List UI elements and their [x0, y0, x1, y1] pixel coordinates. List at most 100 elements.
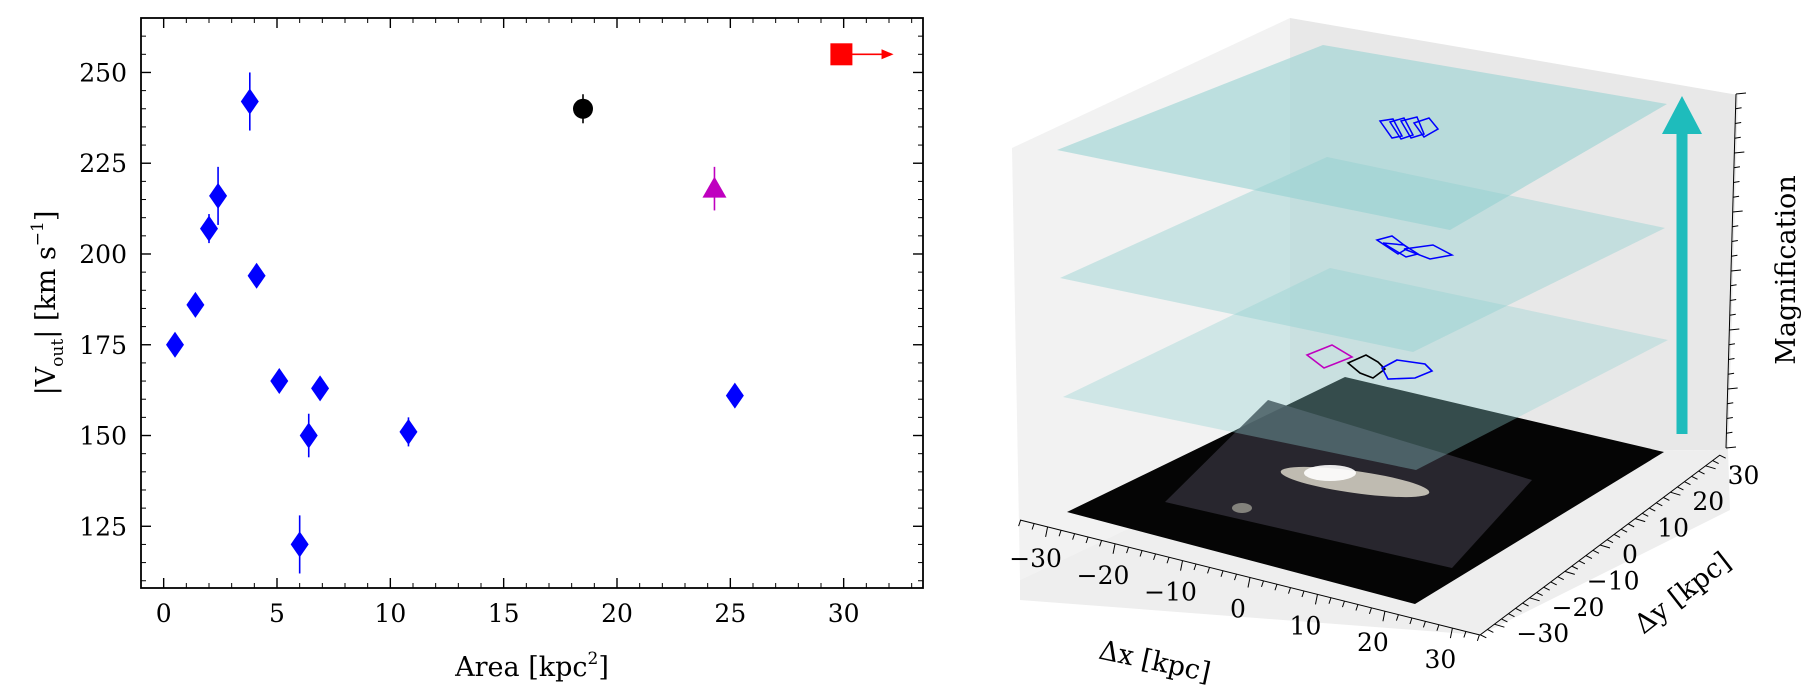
z-tick — [1733, 181, 1740, 183]
x-tick — [1476, 634, 1480, 642]
y-tick-label: −30 — [1516, 619, 1569, 648]
y-tick — [1642, 512, 1649, 517]
layer-plane-3 — [1057, 45, 1667, 230]
y-tick-label: −20 — [1552, 593, 1605, 622]
y-tick — [1684, 481, 1691, 486]
y-tick — [1613, 533, 1621, 538]
diamond-point — [209, 182, 228, 209]
y-tick — [1522, 602, 1529, 607]
x-tick — [1355, 604, 1359, 611]
contour-blue-b — [1388, 117, 1415, 140]
x-tick-label: 5 — [269, 599, 285, 628]
y-tick — [1515, 607, 1522, 612]
plot-frame — [140, 17, 924, 589]
x-tick — [1288, 587, 1291, 594]
x-tick — [1314, 594, 1318, 605]
y-tick — [1585, 555, 1593, 560]
x-tick-labels: 0 5 10 15 20 25 30 — [156, 599, 860, 628]
x-tick — [1193, 563, 1197, 571]
layer-2-contours — [1375, 235, 1455, 260]
y-tick — [1649, 507, 1656, 512]
y-tick — [1536, 592, 1543, 596]
y-tick — [1663, 497, 1670, 501]
x-tick-label: 10 — [1290, 611, 1322, 640]
y-tick — [1677, 486, 1684, 491]
z-tick — [1732, 210, 1743, 213]
x-tick — [1207, 567, 1210, 574]
y-tick — [1557, 576, 1564, 581]
z-tick — [1733, 166, 1740, 169]
y-tick — [1627, 523, 1635, 528]
x-tick-label: 30 — [828, 599, 860, 628]
x-tick — [1018, 519, 1022, 527]
x-tick-label: 20 — [1357, 628, 1389, 657]
y-tick — [1564, 570, 1575, 575]
diamond-point — [299, 422, 318, 449]
x-tick — [1234, 573, 1237, 581]
contour-blue — [1380, 359, 1434, 380]
diamond-point — [270, 368, 289, 395]
diamond-point — [725, 382, 744, 409]
x-tick — [1031, 523, 1035, 530]
z-tick — [1730, 299, 1737, 301]
x-tick — [1341, 600, 1345, 608]
x-tick-label: −20 — [1077, 561, 1130, 590]
data-points — [166, 43, 894, 574]
z-tick — [1733, 195, 1740, 198]
x-axis-ticks — [1018, 519, 1480, 642]
z-axis-label: Magnification — [1771, 175, 1802, 364]
y-tick — [1571, 565, 1579, 570]
z-tick — [1728, 372, 1735, 375]
z-tick — [1726, 417, 1733, 419]
diamond-point — [166, 331, 184, 358]
diamond-point — [399, 418, 418, 445]
z-tick — [1730, 284, 1737, 287]
diamond-point — [240, 88, 259, 115]
y-tick — [1529, 597, 1540, 602]
contour-black — [1346, 354, 1387, 379]
x-axis-label: Δx [kpc] — [1096, 635, 1213, 689]
x-tick — [1166, 557, 1170, 564]
z-tick — [1731, 254, 1738, 257]
scatter-panel: 0 5 10 15 20 25 30 125 150 175 200 225 250 Area [kp… — [28, 17, 924, 683]
circle-point — [573, 98, 593, 119]
y-tick — [1719, 454, 1726, 459]
x-tick — [1112, 543, 1116, 554]
z-tick — [1728, 343, 1735, 346]
x-tick-label: 25 — [714, 599, 746, 628]
x-tick — [1261, 580, 1264, 588]
x-tick — [1301, 590, 1305, 598]
z-tick — [1735, 107, 1742, 110]
diamond-point — [186, 291, 205, 318]
z-tick — [1727, 402, 1734, 405]
x-tick — [1058, 530, 1062, 537]
x-tick-label: 30 — [1424, 645, 1456, 674]
y-tick — [1656, 502, 1663, 507]
layer-plane-2 — [1060, 157, 1665, 352]
contour-blue-a — [1378, 118, 1404, 139]
x-tick-label: −10 — [1144, 578, 1197, 607]
x-tick — [1422, 621, 1426, 628]
x-tick — [1463, 631, 1467, 638]
x-tick — [1328, 597, 1332, 604]
y-tick — [1635, 518, 1646, 523]
x-tick-label: 20 — [601, 599, 633, 628]
z-tick — [1734, 151, 1745, 154]
x-tick — [1409, 617, 1413, 625]
y-tick-label: 150 — [79, 422, 127, 451]
x-tick — [1099, 540, 1103, 547]
x-tick — [1368, 607, 1372, 615]
x-tick — [1274, 584, 1278, 591]
y-tick — [1494, 623, 1505, 628]
y-tick — [1543, 586, 1550, 591]
y-tick — [1670, 491, 1681, 496]
y-tick-label: 225 — [79, 149, 127, 178]
x-tick-label: 0 — [156, 599, 172, 628]
z-tick — [1735, 122, 1742, 124]
y-tick-label: 175 — [79, 331, 127, 360]
y-tick — [1480, 634, 1487, 639]
lower-limit-arrowhead — [881, 49, 894, 60]
diamond-point — [200, 215, 218, 242]
contour-magenta — [1305, 344, 1354, 369]
